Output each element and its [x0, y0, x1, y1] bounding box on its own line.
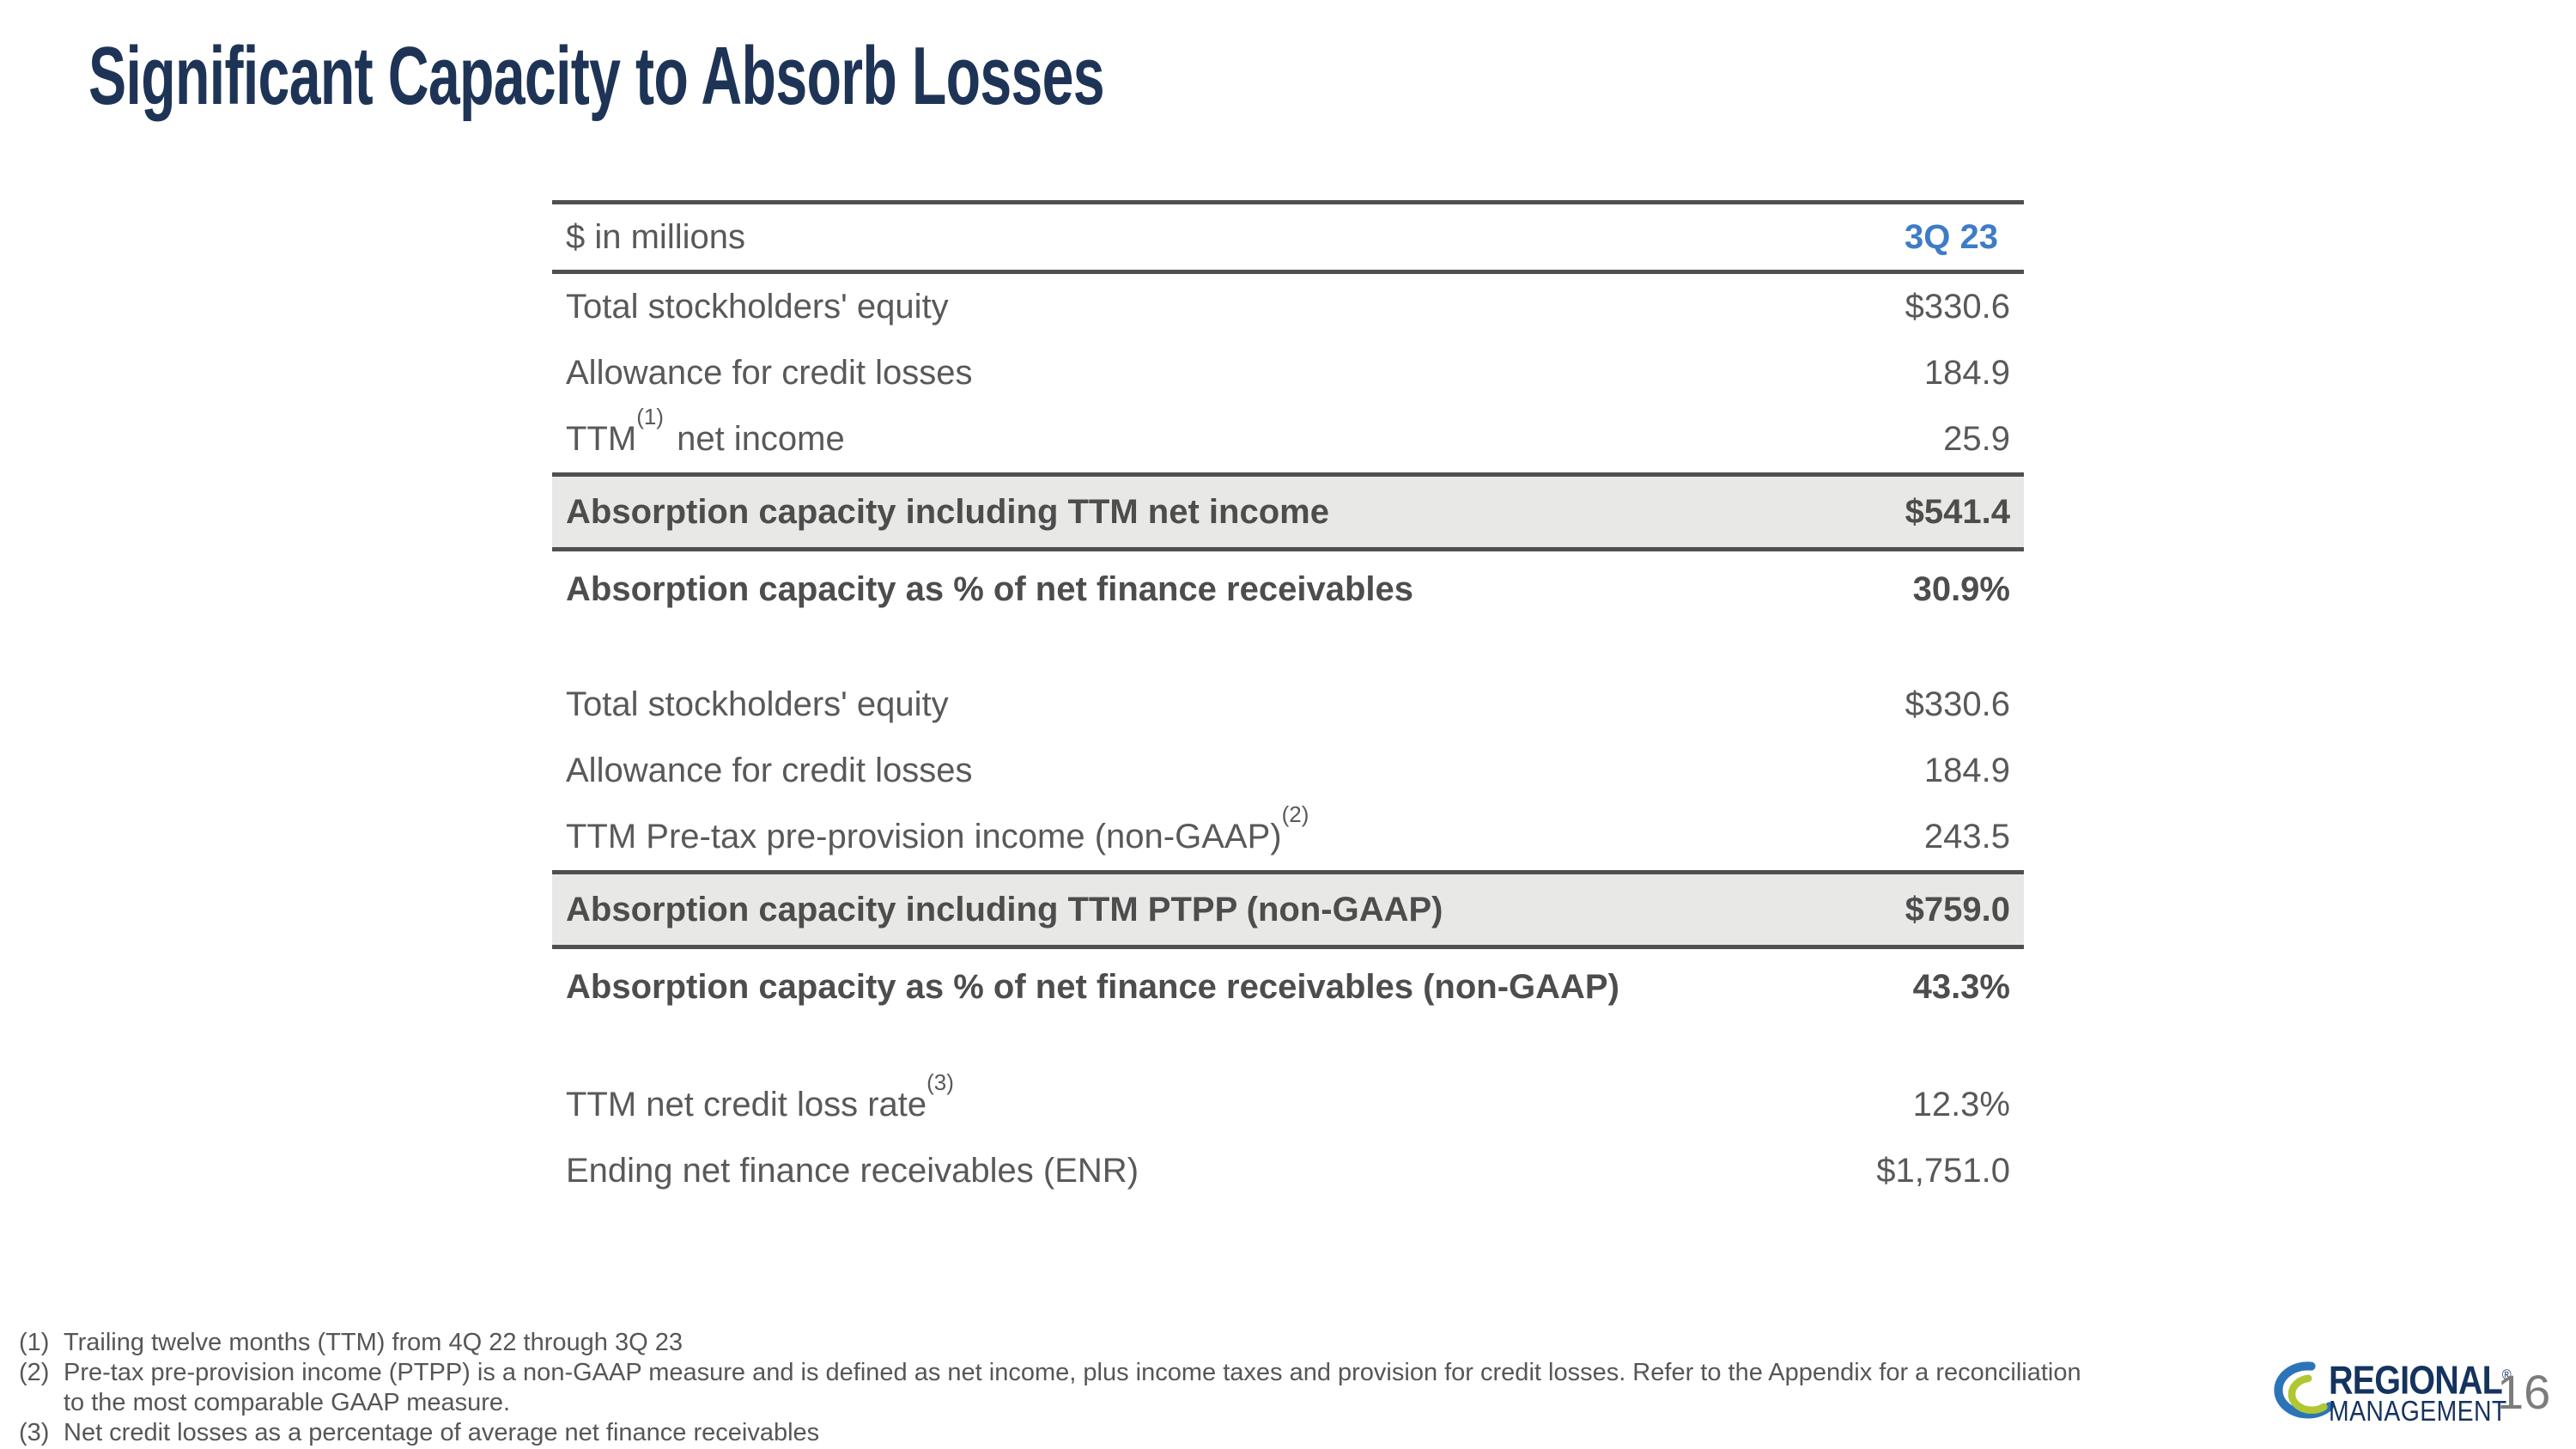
row-label: TTM Pre-tax pre-provision income (non-GA… [566, 801, 1309, 855]
logo-swoosh-icon [2274, 1361, 2337, 1419]
footnote-ref: (2) [1281, 801, 1309, 827]
footnote-1: (1) Trailing twelve months (TTM) from 4Q… [19, 1328, 2097, 1358]
section-spacer [552, 627, 2024, 672]
footnote-text: Trailing twelve months (TTM) from 4Q 22 … [64, 1329, 683, 1356]
row-value: $1,751.0 [1876, 1152, 2010, 1190]
footnote-number: (1) [19, 1329, 50, 1356]
row-label: Total stockholders' equity [566, 685, 949, 723]
logo-name-top: REGIONAL® [2329, 1357, 2512, 1403]
row-value: $541.4 [1905, 492, 2010, 531]
table-percent-row: Absorption capacity as % of net finance … [552, 949, 2024, 1025]
page-title: Significant Capacity to Absorb Losses [88, 30, 1105, 122]
page-number: 16 [2497, 1365, 2551, 1419]
table-header-period: 3Q 23 [1905, 217, 1998, 256]
row-value: $330.6 [1905, 288, 2010, 326]
row-label: Total stockholders' equity [566, 288, 949, 326]
row-value: 25.9 [1943, 420, 2010, 458]
table-row: Allowance for credit losses 184.9 [552, 340, 2024, 406]
footnote-number: (3) [19, 1419, 50, 1446]
footnote-2: (2) Pre-tax pre-provision income (PTPP) … [19, 1358, 2097, 1418]
row-label: Allowance for credit losses [566, 354, 973, 392]
row-value: $759.0 [1905, 890, 2010, 928]
row-label: Allowance for credit losses [566, 752, 973, 789]
loss-absorption-table: $ in millions 3Q 23 Total stockholders' … [552, 200, 2024, 1204]
table-percent-row: Absorption capacity as % of net finance … [552, 551, 2024, 627]
footnote-text: Net credit losses as a percentage of ave… [64, 1419, 820, 1446]
row-value: 30.9% [1912, 569, 2010, 608]
row-value: 184.9 [1923, 752, 2010, 789]
row-label: Absorption capacity as % of net finance … [566, 569, 1413, 608]
row-label: Absorption capacity as % of net finance … [566, 967, 1619, 1006]
row-value: 243.5 [1923, 818, 2010, 855]
footnote-ref: (1) [636, 403, 664, 429]
row-label: Absorption capacity including TTM net in… [566, 492, 1329, 531]
footnote-number: (2) [19, 1359, 50, 1386]
row-label: Ending net finance receivables (ENR) [566, 1152, 1139, 1190]
table-row: TTM(1) net income 25.9 [552, 403, 2024, 472]
row-value: 184.9 [1923, 354, 2010, 392]
table-total-row: Absorption capacity including TTM net in… [552, 472, 2024, 551]
footnotes: (1) Trailing twelve months (TTM) from 4Q… [19, 1328, 2097, 1448]
row-value: $330.6 [1905, 685, 2010, 723]
table-row: Allowance for credit losses 184.9 [552, 738, 2024, 804]
row-label: Absorption capacity including TTM PTPP (… [566, 890, 1443, 928]
row-label: TTM net credit loss rate(3) [566, 1068, 954, 1123]
table-row: TTM net credit loss rate(3) 12.3% [552, 1068, 2024, 1138]
table-row: Ending net finance receivables (ENR) $1,… [552, 1138, 2024, 1204]
row-label: TTM(1) net income [566, 403, 845, 458]
table-header-row: $ in millions 3Q 23 [552, 200, 2024, 274]
table-row: Total stockholders' equity $330.6 [552, 672, 2024, 738]
footnote-3: (3) Net credit losses as a percentage of… [19, 1418, 2097, 1448]
row-value: 12.3% [1912, 1086, 2010, 1123]
section-spacer [552, 1025, 2024, 1072]
table-row: Total stockholders' equity $330.6 [552, 274, 2024, 340]
logo-text: REGIONAL® MANAGEMENT [2329, 1357, 2512, 1427]
table-total-row: Absorption capacity including TTM PTPP (… [552, 870, 2024, 949]
table-header-units-label: $ in millions [566, 217, 745, 256]
logo-name-bottom: MANAGEMENT [2329, 1394, 2507, 1427]
footnote-ref: (3) [927, 1068, 954, 1095]
table-row: TTM Pre-tax pre-provision income (non-GA… [552, 801, 2024, 870]
footnote-text: Pre-tax pre-provision income (PTPP) is a… [64, 1359, 2081, 1416]
row-value: 43.3% [1912, 967, 2010, 1006]
regional-management-logo: REGIONAL® MANAGEMENT [2270, 1355, 2540, 1428]
registered-trademark-icon: ® [2501, 1367, 2512, 1384]
